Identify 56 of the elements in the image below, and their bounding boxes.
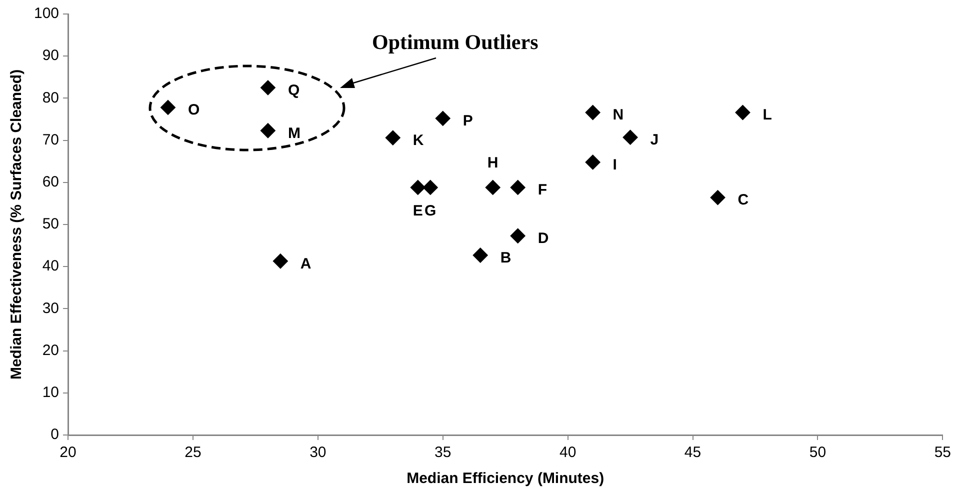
x-tick-label: 20 — [60, 444, 76, 462]
y-tick-label: 70 — [42, 131, 60, 148]
point — [510, 180, 526, 195]
x-tick-label: 25 — [184, 444, 202, 462]
point — [485, 180, 500, 195]
x-tick-label: 55 — [934, 444, 951, 462]
point — [735, 105, 750, 120]
annotation: P — [462, 112, 473, 130]
point — [260, 80, 276, 96]
annotation: E — [412, 202, 423, 220]
annotation: Optimum Outliers — [372, 30, 538, 55]
point — [435, 110, 450, 126]
annotation: O — [188, 102, 200, 119]
annotation: M — [288, 124, 300, 142]
annotation: B — [500, 249, 512, 266]
annotation: Q — [288, 82, 300, 99]
annotation: G — [424, 202, 436, 220]
point — [422, 180, 438, 195]
annotation: F — [538, 182, 548, 199]
annotation: N — [612, 106, 624, 124]
point — [385, 130, 400, 146]
annotation: A — [300, 255, 312, 272]
y-tick-label: 80 — [42, 89, 60, 106]
y-tick-label: 50 — [42, 216, 60, 233]
y-tick-label: 40 — [42, 258, 60, 275]
x-tick-label: 50 — [809, 444, 826, 462]
point — [710, 190, 726, 206]
point — [260, 123, 276, 138]
annotation: I — [612, 156, 617, 174]
y-tick-label: 90 — [42, 47, 60, 64]
annotation: K — [412, 132, 424, 149]
annotation: H — [487, 154, 498, 172]
annotation: D — [538, 230, 549, 248]
annotation: L — [762, 106, 772, 124]
y-tick-label: 10 — [42, 384, 60, 402]
y-tick-label: 30 — [42, 300, 60, 317]
y-tick-label: 0 — [50, 426, 60, 444]
point — [410, 180, 426, 195]
y-tick-label: 60 — [42, 174, 60, 191]
point — [160, 100, 176, 115]
annotation: J — [650, 131, 659, 148]
y-tick-label: 100 — [34, 5, 60, 22]
x-tick-label: 35 — [434, 444, 452, 462]
y-tick-label: 20 — [42, 342, 60, 359]
point — [585, 105, 600, 120]
point — [585, 154, 600, 170]
annotation: C — [738, 192, 749, 209]
point — [622, 130, 638, 145]
x-tick-label: 30 — [310, 444, 326, 462]
point — [272, 254, 288, 269]
y-axis-title: Median Effectiveness (% Surfaces Cleaned) — [8, 69, 26, 380]
x-axis-title: Median Efficiency (Minutes) — [406, 470, 604, 488]
x-tick-label: 45 — [684, 444, 702, 462]
x-tick-label: 40 — [559, 444, 576, 462]
point — [472, 248, 488, 263]
point — [510, 228, 526, 244]
